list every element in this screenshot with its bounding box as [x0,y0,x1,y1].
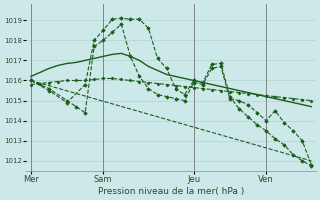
X-axis label: Pression niveau de la mer( hPa ): Pression niveau de la mer( hPa ) [98,187,244,196]
